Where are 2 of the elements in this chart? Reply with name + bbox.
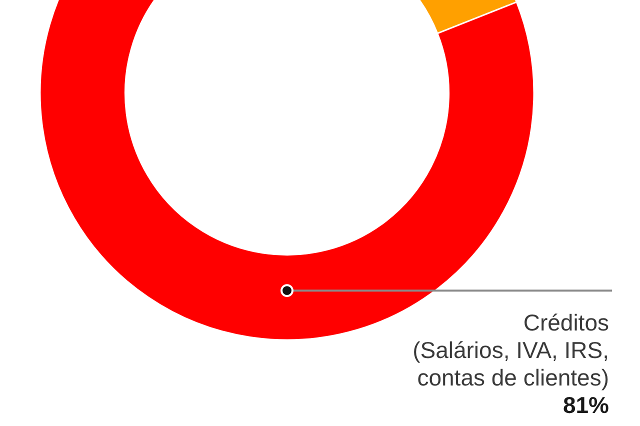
slice-label: Créditos (Salários, IVA, IRS, contas de clientes)	[412, 310, 609, 391]
data-label: 81%	[562, 392, 609, 418]
